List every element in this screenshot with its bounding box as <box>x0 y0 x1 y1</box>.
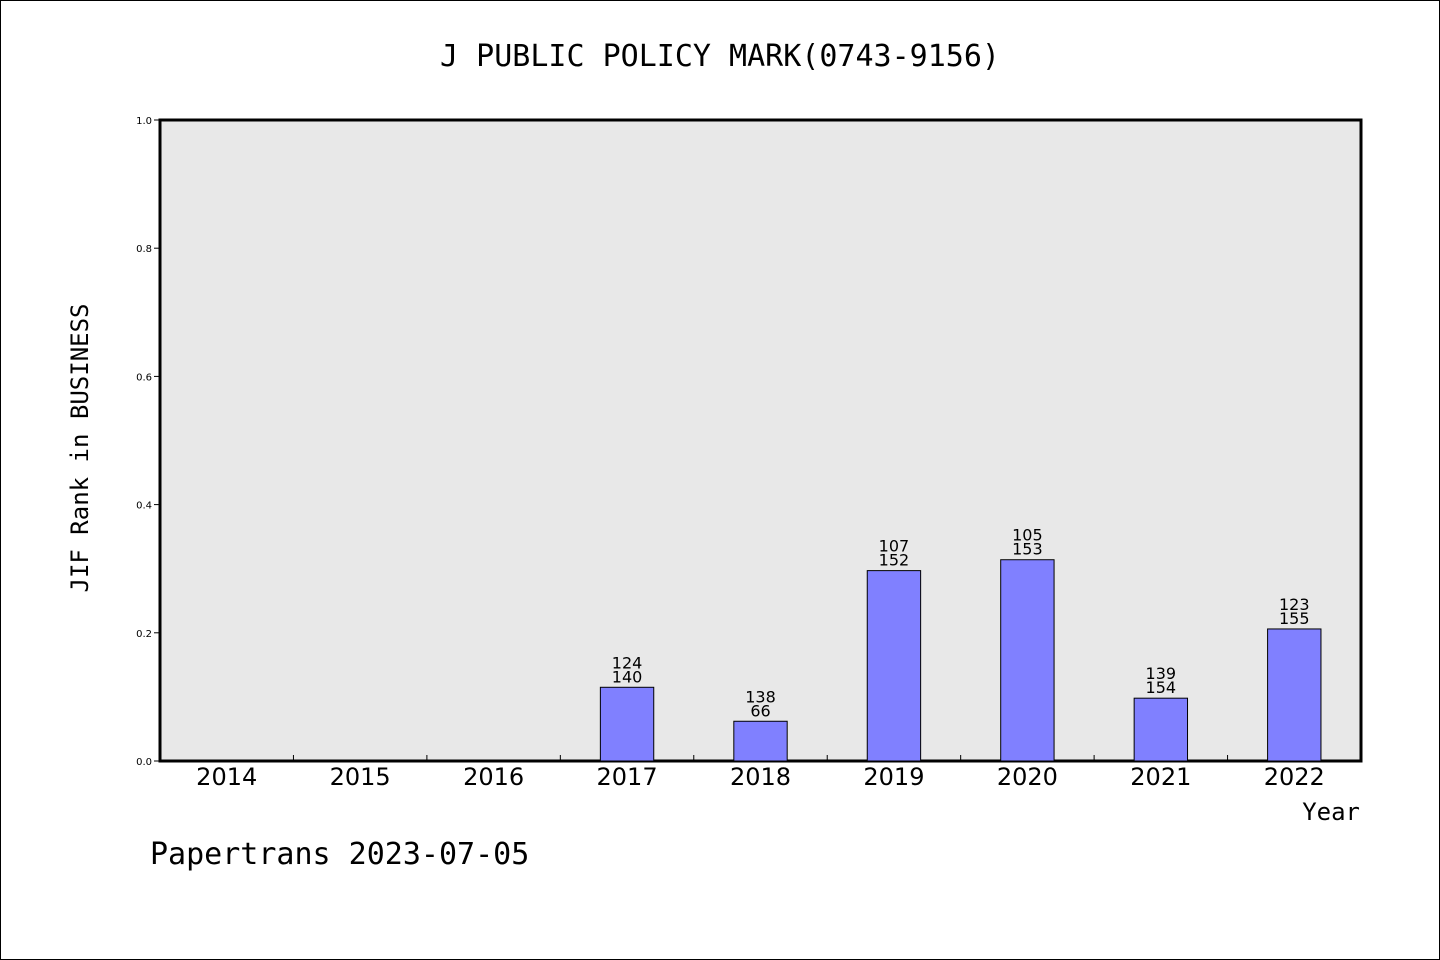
y-tick-label: 0.0 <box>136 757 152 768</box>
bar-2022 <box>1267 628 1322 762</box>
x-tick-label: 2021 <box>1130 763 1191 791</box>
x-tick-label: 2016 <box>463 763 524 791</box>
bar-2020 <box>1000 559 1055 762</box>
x-axis-label: Year <box>1302 798 1360 826</box>
x-tick-label: 2022 <box>1264 763 1325 791</box>
data-label-total: 152 <box>879 551 910 570</box>
data-label-rank: 105 <box>1012 526 1043 545</box>
data-label-rank: 124 <box>612 653 643 672</box>
x-tick-label: 2019 <box>863 763 924 791</box>
bar-2021 <box>1133 697 1189 762</box>
bar-series <box>599 559 1322 762</box>
x-axis: 2014 2015 2016 2017 2018 2019 2020 2021 2022 <box>196 755 1325 791</box>
y-tick-label: 0.6 <box>136 372 152 383</box>
data-label-total: 66 <box>750 701 770 720</box>
chart-title: J PUBLIC POLICY MARK(0743-9156) <box>440 39 1000 74</box>
bar-2018 <box>733 720 788 762</box>
bar-2019 <box>866 570 922 762</box>
data-label-rank: 138 <box>745 687 776 706</box>
y-axis: 0.0 0.2 0.4 0.6 0.8 1.0 <box>136 116 160 768</box>
plot-area <box>158 118 1363 763</box>
data-label-rank: 107 <box>879 537 910 556</box>
data-label-total: 155 <box>1279 609 1310 628</box>
x-tick-label: 2015 <box>330 763 391 791</box>
y-tick-label: 0.8 <box>136 244 152 255</box>
data-label-total: 140 <box>612 667 643 686</box>
footer-source-date: Papertrans 2023-07-05 <box>150 837 529 872</box>
y-axis-label: JIF Rank in BUSINESS <box>66 304 94 593</box>
x-tick-label: 2020 <box>997 763 1058 791</box>
x-tick-label: 2014 <box>196 763 257 791</box>
y-tick-label: 0.4 <box>136 501 152 512</box>
x-tick-label: 2018 <box>730 763 791 791</box>
x-tick-label: 2017 <box>597 763 658 791</box>
data-label-total: 154 <box>1146 678 1177 697</box>
y-tick-label: 0.2 <box>136 629 152 640</box>
data-label-total: 153 <box>1012 540 1043 559</box>
data-label-rank: 123 <box>1279 595 1310 614</box>
y-tick-label: 1.0 <box>136 116 152 127</box>
bar-2017 <box>599 686 655 762</box>
data-label-rank: 139 <box>1146 664 1177 683</box>
